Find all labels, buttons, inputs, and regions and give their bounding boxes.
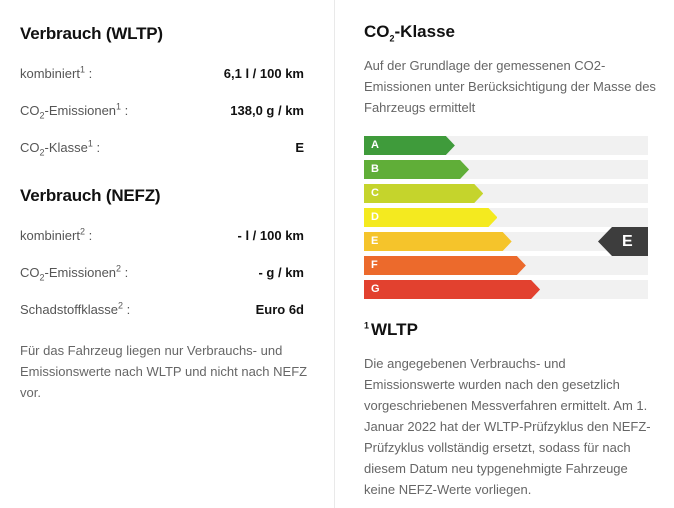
- nefz-co2-emissions-value: - g / km: [258, 264, 304, 280]
- wltp-co2-class-value: E: [295, 139, 304, 155]
- class-row-b: B: [364, 160, 648, 179]
- nefz-combined-label: kombiniert2 :: [20, 226, 93, 243]
- wltp-co2-emissions-value: 138,0 g / km: [230, 102, 304, 118]
- class-letter-c: C: [371, 187, 379, 199]
- wltp-co2-class-row: CO2-Klasse1 : E: [20, 137, 304, 157]
- nefz-emission-class-row: Schadstoffklasse2 : Euro 6d: [20, 299, 304, 319]
- current-class-marker: E: [598, 227, 648, 256]
- class-row-d: D: [364, 208, 648, 227]
- class-letter-a: A: [371, 139, 379, 151]
- class-row-c: C: [364, 184, 648, 203]
- class-bar-c: C: [364, 184, 483, 203]
- class-row-f: F: [364, 256, 648, 275]
- class-row-a: A: [364, 136, 648, 155]
- nefz-co2-emissions-row: CO2-Emissionen2 : - g / km: [20, 262, 304, 282]
- class-row-g: G: [364, 280, 648, 299]
- wltp-co2-emissions-label: CO2-Emissionen1 :: [20, 101, 129, 121]
- class-letter-f: F: [371, 259, 378, 271]
- class-letter-e: E: [371, 235, 379, 247]
- class-bar-b: B: [364, 160, 469, 179]
- class-bar-d: D: [364, 208, 497, 227]
- consumption-panel: Verbrauch (WLTP) kombiniert1 : 6,1 l / 1…: [0, 0, 335, 508]
- class-letter-g: G: [371, 283, 380, 295]
- wltp-section-title: Verbrauch (WLTP): [20, 24, 163, 43]
- wltp-footnote-text: Die angegebenen Verbrauchs- und Emission…: [364, 356, 651, 497]
- nefz-co2-emissions-label: CO2-Emissionen2 :: [20, 263, 129, 283]
- current-class-label: E: [622, 233, 633, 250]
- class-letter-d: D: [371, 211, 379, 223]
- nefz-emission-class-label: Schadstoffklasse2 :: [20, 300, 131, 317]
- class-bar-e: E: [364, 232, 512, 251]
- co2-class-panel: CO2-Klasse Auf der Grundlage der gemesse…: [335, 0, 674, 508]
- nefz-combined-row: kombiniert2 : - l / 100 km: [20, 225, 304, 245]
- co2-class-description: Auf der Grundlage der gemessenen CO2-Emi…: [364, 58, 656, 115]
- class-bar-a: A: [364, 136, 455, 155]
- wltp-co2-emissions-row: CO2-Emissionen1 : 138,0 g / km: [20, 100, 304, 120]
- nefz-emission-class-value: Euro 6d: [255, 301, 304, 317]
- wltp-combined-value: 6,1 l / 100 km: [223, 65, 304, 81]
- wltp-combined-row: kombiniert1 : 6,1 l / 100 km: [20, 63, 304, 83]
- nefz-section-title: Verbrauch (NEFZ): [20, 186, 161, 205]
- class-bar-g: G: [364, 280, 540, 299]
- co2-class-title: CO2-Klasse: [364, 22, 455, 44]
- nefz-combined-value: - l / 100 km: [237, 227, 304, 243]
- no-nefz-note: Für das Fahrzeug liegen nur Verbrauchs- …: [20, 343, 308, 400]
- wltp-footnote-title: 1 WLTP: [364, 320, 418, 339]
- wltp-combined-label: kombiniert1 :: [20, 64, 93, 81]
- wltp-co2-class-label: CO2-Klasse1 :: [20, 138, 101, 158]
- class-bar-f: F: [364, 256, 526, 275]
- class-letter-b: B: [371, 163, 379, 175]
